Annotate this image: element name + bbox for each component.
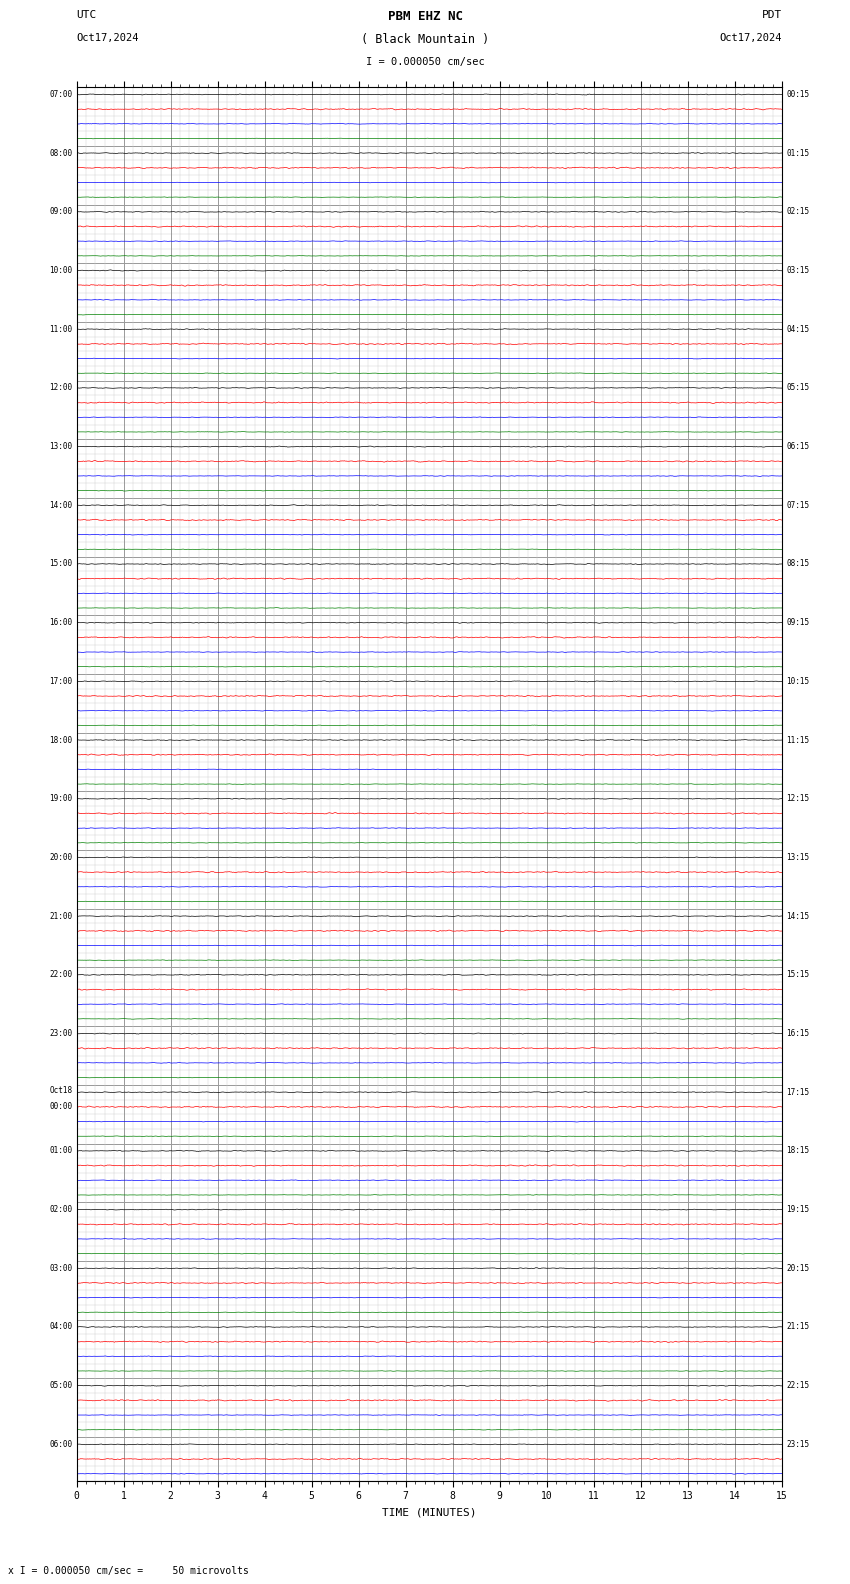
Text: Oct17,2024: Oct17,2024 <box>76 33 139 43</box>
Text: 08:15: 08:15 <box>786 559 809 569</box>
Text: 00:15: 00:15 <box>786 90 809 98</box>
Text: 23:15: 23:15 <box>786 1440 809 1449</box>
Text: 05:15: 05:15 <box>786 383 809 393</box>
Text: 21:15: 21:15 <box>786 1323 809 1332</box>
Text: 06:00: 06:00 <box>49 1440 72 1449</box>
Text: 22:00: 22:00 <box>49 971 72 979</box>
Text: 14:15: 14:15 <box>786 912 809 920</box>
Text: 07:15: 07:15 <box>786 501 809 510</box>
Text: I = 0.000050 cm/sec: I = 0.000050 cm/sec <box>366 57 484 67</box>
Text: 18:15: 18:15 <box>786 1147 809 1155</box>
Text: PBM EHZ NC: PBM EHZ NC <box>388 11 462 24</box>
Text: 09:15: 09:15 <box>786 618 809 627</box>
Text: 10:15: 10:15 <box>786 676 809 686</box>
Text: 13:00: 13:00 <box>49 442 72 451</box>
Text: 06:15: 06:15 <box>786 442 809 451</box>
Text: 01:00: 01:00 <box>49 1147 72 1155</box>
Text: 05:00: 05:00 <box>49 1381 72 1391</box>
Text: 01:15: 01:15 <box>786 149 809 158</box>
Text: 04:15: 04:15 <box>786 325 809 334</box>
Text: 08:00: 08:00 <box>49 149 72 158</box>
Text: 00:00: 00:00 <box>49 1102 72 1112</box>
Text: ( Black Mountain ): ( Black Mountain ) <box>361 33 489 46</box>
Text: 14:00: 14:00 <box>49 501 72 510</box>
Text: 07:00: 07:00 <box>49 90 72 98</box>
X-axis label: TIME (MINUTES): TIME (MINUTES) <box>382 1506 477 1517</box>
Text: 03:15: 03:15 <box>786 266 809 276</box>
Text: UTC: UTC <box>76 11 97 21</box>
Text: 12:00: 12:00 <box>49 383 72 393</box>
Text: 11:00: 11:00 <box>49 325 72 334</box>
Text: 19:15: 19:15 <box>786 1205 809 1213</box>
Text: 12:15: 12:15 <box>786 794 809 803</box>
Text: 11:15: 11:15 <box>786 735 809 744</box>
Text: Oct18: Oct18 <box>49 1085 72 1095</box>
Text: 15:15: 15:15 <box>786 971 809 979</box>
Text: PDT: PDT <box>762 11 782 21</box>
Text: 18:00: 18:00 <box>49 735 72 744</box>
Text: 23:00: 23:00 <box>49 1030 72 1038</box>
Text: 19:00: 19:00 <box>49 794 72 803</box>
Text: 04:00: 04:00 <box>49 1323 72 1332</box>
Text: 02:15: 02:15 <box>786 208 809 217</box>
Text: Oct17,2024: Oct17,2024 <box>719 33 782 43</box>
Text: 09:00: 09:00 <box>49 208 72 217</box>
Text: 17:15: 17:15 <box>786 1088 809 1096</box>
Text: 03:00: 03:00 <box>49 1264 72 1274</box>
Text: 16:15: 16:15 <box>786 1030 809 1038</box>
Text: 20:15: 20:15 <box>786 1264 809 1274</box>
Text: 22:15: 22:15 <box>786 1381 809 1391</box>
Text: 20:00: 20:00 <box>49 852 72 862</box>
Text: x I = 0.000050 cm/sec =     50 microvolts: x I = 0.000050 cm/sec = 50 microvolts <box>8 1567 249 1576</box>
Text: 21:00: 21:00 <box>49 912 72 920</box>
Text: 16:00: 16:00 <box>49 618 72 627</box>
Text: 02:00: 02:00 <box>49 1205 72 1213</box>
Text: 13:15: 13:15 <box>786 852 809 862</box>
Text: 15:00: 15:00 <box>49 559 72 569</box>
Text: 10:00: 10:00 <box>49 266 72 276</box>
Text: 17:00: 17:00 <box>49 676 72 686</box>
